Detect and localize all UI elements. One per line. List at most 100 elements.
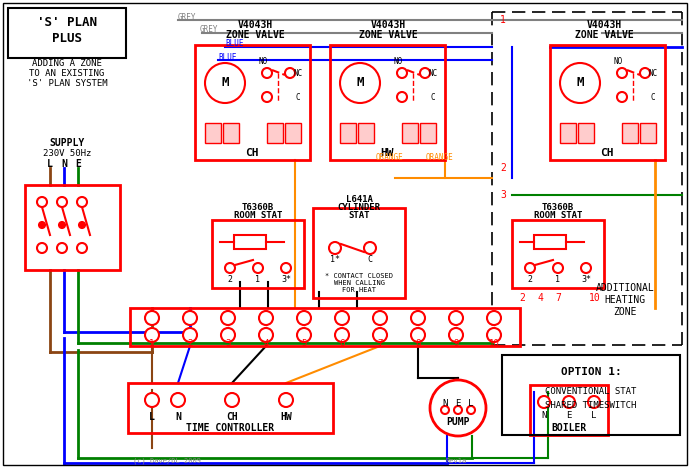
Bar bbox=[130, 308, 520, 346]
Text: * CONTACT CLOSED: * CONTACT CLOSED bbox=[325, 273, 393, 279]
Text: N: N bbox=[542, 411, 546, 421]
Circle shape bbox=[39, 222, 45, 228]
Text: NC: NC bbox=[649, 68, 658, 78]
Text: L: L bbox=[47, 159, 53, 169]
Text: HEATING: HEATING bbox=[604, 295, 646, 305]
Text: 3*: 3* bbox=[281, 275, 291, 284]
Text: HW: HW bbox=[280, 412, 292, 422]
Text: 1: 1 bbox=[255, 275, 261, 284]
Text: 2: 2 bbox=[519, 293, 525, 303]
Circle shape bbox=[297, 328, 311, 342]
Circle shape bbox=[420, 68, 430, 78]
Circle shape bbox=[171, 393, 185, 407]
Circle shape bbox=[329, 242, 341, 254]
Text: ORANGE: ORANGE bbox=[426, 154, 454, 162]
Text: V4043H: V4043H bbox=[371, 20, 406, 30]
Text: L: L bbox=[469, 398, 474, 408]
Circle shape bbox=[259, 311, 273, 325]
Circle shape bbox=[259, 328, 273, 342]
Text: T6360B: T6360B bbox=[542, 203, 574, 212]
Text: 3*: 3* bbox=[581, 275, 591, 284]
Bar bbox=[267, 123, 283, 143]
Bar bbox=[578, 123, 594, 143]
Circle shape bbox=[454, 406, 462, 414]
Text: 9: 9 bbox=[453, 338, 459, 348]
Circle shape bbox=[487, 311, 501, 325]
Text: L: L bbox=[591, 411, 597, 421]
Text: (c) Dave/DL 2009: (c) Dave/DL 2009 bbox=[133, 458, 201, 464]
Text: ROOM STAT: ROOM STAT bbox=[234, 211, 282, 219]
Bar bbox=[530, 385, 608, 435]
Circle shape bbox=[221, 328, 235, 342]
Bar bbox=[234, 235, 266, 249]
Bar bbox=[25, 185, 120, 270]
Bar bbox=[534, 235, 566, 249]
Circle shape bbox=[340, 63, 380, 103]
Text: ZONE VALVE: ZONE VALVE bbox=[359, 30, 417, 40]
Text: GREY: GREY bbox=[178, 13, 197, 22]
Text: CONVENTIONAL STAT: CONVENTIONAL STAT bbox=[545, 388, 637, 396]
Text: ADDITIONAL: ADDITIONAL bbox=[595, 283, 654, 293]
Circle shape bbox=[77, 243, 87, 253]
Text: 4: 4 bbox=[264, 338, 268, 348]
Text: E: E bbox=[75, 159, 81, 169]
Text: SUPPLY: SUPPLY bbox=[50, 138, 85, 148]
Text: L641A: L641A bbox=[346, 196, 373, 205]
Text: GREY: GREY bbox=[200, 25, 219, 35]
Circle shape bbox=[37, 197, 47, 207]
Text: M: M bbox=[356, 76, 364, 89]
Bar bbox=[205, 123, 221, 143]
Text: C: C bbox=[431, 93, 435, 102]
Circle shape bbox=[563, 396, 575, 408]
Circle shape bbox=[297, 311, 311, 325]
Text: SHARED TIMESWITCH: SHARED TIMESWITCH bbox=[545, 401, 637, 410]
Text: CH: CH bbox=[245, 148, 259, 158]
Bar bbox=[340, 123, 356, 143]
Text: 2: 2 bbox=[187, 338, 193, 348]
Text: 5: 5 bbox=[302, 338, 306, 348]
Text: V4043H: V4043H bbox=[586, 20, 622, 30]
Circle shape bbox=[279, 393, 293, 407]
Circle shape bbox=[487, 328, 501, 342]
Circle shape bbox=[183, 311, 197, 325]
Text: NO: NO bbox=[613, 57, 622, 66]
Text: TIME CONTROLLER: TIME CONTROLLER bbox=[186, 423, 274, 433]
Bar bbox=[212, 220, 304, 288]
Text: V4043H: V4043H bbox=[237, 20, 273, 30]
Text: 1: 1 bbox=[149, 338, 155, 348]
Bar bbox=[8, 8, 126, 58]
Circle shape bbox=[581, 263, 591, 273]
Circle shape bbox=[37, 243, 47, 253]
Circle shape bbox=[145, 393, 159, 407]
Circle shape bbox=[183, 328, 197, 342]
Text: 'S' PLAN SYSTEM: 'S' PLAN SYSTEM bbox=[27, 79, 108, 88]
Bar bbox=[223, 123, 239, 143]
Text: WHEN CALLING: WHEN CALLING bbox=[333, 280, 384, 286]
Text: M: M bbox=[576, 76, 584, 89]
Circle shape bbox=[335, 328, 349, 342]
Text: E: E bbox=[455, 398, 461, 408]
Text: E: E bbox=[566, 411, 572, 421]
Text: NO: NO bbox=[393, 57, 403, 66]
Text: FOR HEAT: FOR HEAT bbox=[342, 287, 376, 293]
Text: 7: 7 bbox=[377, 338, 383, 348]
Text: 7: 7 bbox=[555, 293, 561, 303]
Circle shape bbox=[225, 263, 235, 273]
Bar bbox=[358, 123, 374, 143]
Bar bbox=[512, 220, 604, 288]
Text: 10: 10 bbox=[489, 338, 500, 348]
Bar bbox=[330, 45, 445, 160]
Bar bbox=[622, 123, 638, 143]
Circle shape bbox=[221, 311, 235, 325]
Text: ZONE VALVE: ZONE VALVE bbox=[575, 30, 633, 40]
Text: N: N bbox=[175, 412, 181, 422]
Text: 10: 10 bbox=[589, 293, 601, 303]
Bar bbox=[502, 355, 680, 435]
Text: C: C bbox=[368, 256, 373, 264]
Text: 2: 2 bbox=[228, 275, 233, 284]
Text: TO AN EXISTING: TO AN EXISTING bbox=[30, 68, 105, 78]
Text: 1*: 1* bbox=[330, 256, 340, 264]
Circle shape bbox=[560, 63, 600, 103]
Bar bbox=[550, 45, 665, 160]
Text: T6360B: T6360B bbox=[242, 203, 274, 212]
